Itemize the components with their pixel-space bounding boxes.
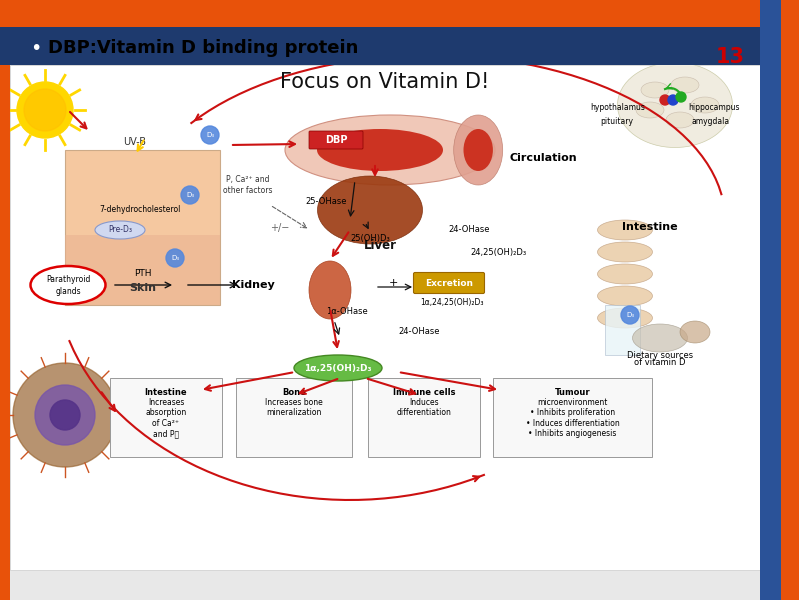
Text: 24-OHase: 24-OHase (448, 226, 490, 235)
Text: •: • (30, 38, 42, 58)
Ellipse shape (30, 266, 105, 304)
Ellipse shape (598, 286, 653, 306)
Circle shape (181, 186, 199, 204)
Text: hippocampus: hippocampus (689, 103, 740, 113)
Circle shape (621, 306, 639, 324)
Ellipse shape (454, 115, 503, 185)
Circle shape (13, 363, 117, 467)
Ellipse shape (691, 97, 719, 113)
Ellipse shape (636, 102, 664, 118)
Ellipse shape (618, 62, 733, 148)
Bar (10, 65, 760, 570)
Circle shape (660, 95, 670, 105)
Text: Pre-D₃: Pre-D₃ (108, 226, 132, 235)
FancyBboxPatch shape (110, 378, 222, 457)
Bar (0, 27, 760, 65)
FancyBboxPatch shape (493, 378, 652, 457)
Text: amygdala: amygdala (692, 116, 730, 125)
Text: 7-dehydrocholesterol: 7-dehydrocholesterol (99, 205, 181, 214)
Text: Excretion: Excretion (425, 278, 473, 287)
Text: D₃: D₃ (206, 132, 214, 138)
Text: 24,25(OH)₂D₃: 24,25(OH)₂D₃ (470, 247, 526, 257)
Text: Increases bone
mineralization: Increases bone mineralization (265, 398, 323, 418)
Text: Kidney: Kidney (233, 280, 275, 290)
Ellipse shape (641, 82, 669, 98)
Text: D₃: D₃ (171, 255, 179, 261)
Text: 1α,24,25(OH)₂D₃: 1α,24,25(OH)₂D₃ (420, 298, 483, 307)
Bar (65, 235, 220, 305)
Ellipse shape (598, 242, 653, 262)
Ellipse shape (633, 324, 687, 352)
Text: +: + (388, 278, 398, 288)
Text: UV-B: UV-B (124, 137, 146, 147)
Ellipse shape (598, 264, 653, 284)
Bar (781, 0, 799, 600)
Text: of vitamin D: of vitamin D (634, 358, 686, 367)
Text: P, Ca²⁺ and
other factors: P, Ca²⁺ and other factors (223, 175, 272, 194)
Text: Tumour: Tumour (555, 388, 590, 397)
Circle shape (35, 385, 95, 445)
Text: hypothalamus: hypothalamus (590, 103, 645, 113)
Ellipse shape (309, 261, 351, 319)
Bar (10, 0, 760, 10)
Ellipse shape (598, 220, 653, 240)
Ellipse shape (598, 308, 653, 328)
Text: 25-OHase: 25-OHase (305, 197, 347, 206)
Ellipse shape (671, 77, 699, 93)
Text: Skin: Skin (129, 283, 156, 293)
Text: DBP: DBP (324, 135, 348, 145)
Bar (605, 305, 640, 355)
Circle shape (17, 82, 73, 138)
Bar (0, 0, 760, 27)
Ellipse shape (463, 129, 493, 171)
Text: 1α-OHase: 1α-OHase (326, 307, 368, 316)
Text: 25(OH)D₃: 25(OH)D₃ (350, 233, 390, 242)
Ellipse shape (680, 321, 710, 343)
FancyBboxPatch shape (368, 378, 480, 457)
FancyBboxPatch shape (414, 272, 484, 293)
FancyBboxPatch shape (309, 131, 363, 149)
Text: 13: 13 (716, 47, 745, 67)
Text: DBP:Vitamin D binding protein: DBP:Vitamin D binding protein (48, 39, 359, 57)
Circle shape (24, 89, 66, 131)
Ellipse shape (95, 221, 145, 239)
Text: PTH: PTH (134, 269, 152, 278)
Circle shape (50, 400, 80, 430)
Circle shape (676, 92, 686, 102)
Text: Increases
absorption
of Ca²⁺
and P᷊: Increases absorption of Ca²⁺ and P᷊ (145, 398, 187, 438)
Text: glands: glands (55, 286, 81, 295)
Circle shape (166, 249, 184, 267)
Text: 1α,25(OH)₂D₃: 1α,25(OH)₂D₃ (304, 364, 372, 373)
Text: D₃: D₃ (186, 192, 194, 198)
Ellipse shape (285, 115, 495, 185)
Text: Circulation: Circulation (510, 153, 578, 163)
Bar (65, 150, 220, 305)
Text: Intestine: Intestine (145, 388, 187, 397)
Text: microenvironment
• Inhibits proliferation
• Induces differentiation
• Inhibits a: microenvironment • Inhibits proliferatio… (526, 398, 619, 438)
Circle shape (201, 126, 219, 144)
Ellipse shape (666, 112, 694, 128)
Ellipse shape (317, 176, 423, 244)
Text: pituitary: pituitary (600, 116, 633, 125)
Text: 24-OHase: 24-OHase (398, 328, 439, 337)
Text: Bone: Bone (282, 388, 306, 397)
Bar (0, 0, 10, 600)
FancyBboxPatch shape (236, 378, 352, 457)
Text: Immune cells: Immune cells (393, 388, 455, 397)
Text: Focus on Vitamin D!: Focus on Vitamin D! (280, 72, 490, 92)
Circle shape (668, 95, 678, 105)
Text: Liver: Liver (364, 239, 396, 252)
Ellipse shape (294, 355, 382, 381)
Bar (760, 0, 799, 600)
Text: Parathyroid: Parathyroid (46, 275, 90, 284)
Text: D₃: D₃ (626, 312, 634, 318)
Text: Induces
differentiation: Induces differentiation (396, 398, 451, 418)
Text: +/−: +/− (270, 223, 290, 233)
Text: Intestine: Intestine (622, 222, 678, 232)
Ellipse shape (317, 129, 443, 171)
Text: Dietary sources: Dietary sources (627, 351, 693, 360)
